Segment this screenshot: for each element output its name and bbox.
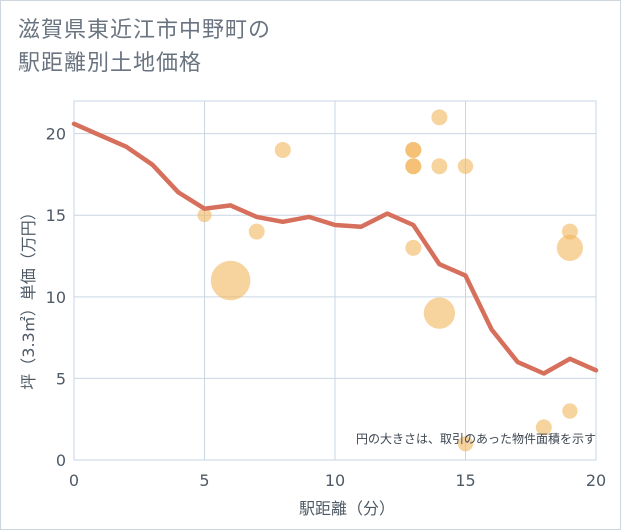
y-tick-label: 20 (46, 125, 66, 144)
grid (73, 100, 597, 461)
tick-labels: 0 5 10 15 20 0 5 10 15 20 (46, 125, 607, 490)
size-annotation: 円の大きさは、取引のあった物件面積を示す (356, 431, 596, 446)
data-bubble (431, 109, 448, 126)
data-bubble (405, 141, 422, 158)
y-tick-label: 5 (56, 369, 66, 388)
y-tick-label: 15 (46, 206, 66, 225)
x-tick-label: 10 (325, 471, 345, 490)
y-tick-label: 0 (56, 451, 66, 470)
data-bubble (423, 297, 456, 329)
data-bubble (457, 436, 474, 452)
chart-title: 滋賀県東近江市中野町の 駅距離別土地価格 (18, 14, 271, 80)
data-bubble (562, 403, 578, 419)
data-bubble (248, 223, 265, 240)
data-bubble (405, 158, 422, 175)
chart-title-line2: 駅距離別土地価格 (18, 51, 203, 76)
x-axis-label: 駅距離（分） (299, 499, 395, 518)
chart-title-line1: 滋賀県東近江市中野町の (18, 18, 272, 43)
bubble-series (197, 109, 583, 452)
data-bubble (197, 208, 212, 223)
x-tick-label: 5 (199, 471, 209, 490)
data-bubble (405, 239, 422, 256)
data-bubble (535, 419, 552, 436)
data-bubble (457, 158, 474, 174)
average-line-series (71, 121, 599, 376)
y-axis-label: 坪（3.3㎡）単価（万円） (19, 204, 38, 389)
x-tick-label: 15 (455, 471, 475, 490)
y-tick-label: 10 (46, 288, 66, 307)
data-bubble (274, 141, 291, 158)
average-price-line (71, 121, 599, 376)
x-tick-label: 0 (69, 471, 79, 490)
data-bubble (210, 260, 251, 301)
x-tick-label: 20 (586, 471, 606, 490)
data-bubble (431, 158, 448, 175)
data-bubble (556, 234, 583, 261)
